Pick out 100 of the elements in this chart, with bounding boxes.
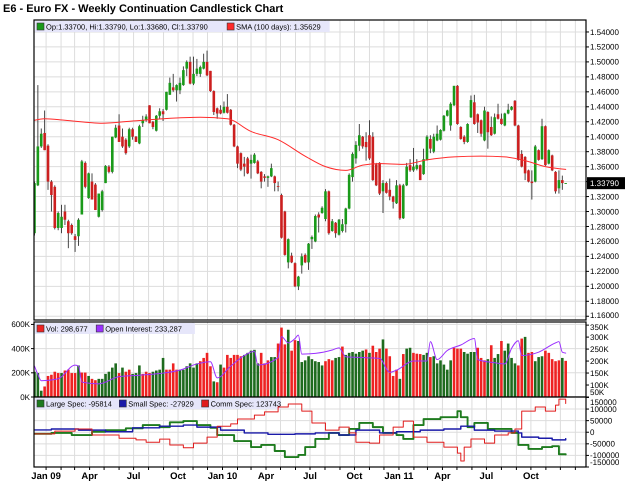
y2-tick-label: 150K [590, 368, 610, 378]
candlestick [175, 84, 178, 102]
candlestick [473, 94, 476, 126]
bar [128, 370, 131, 397]
candlestick [138, 124, 141, 145]
candlestick [460, 126, 462, 140]
candlestick [561, 175, 564, 190]
candlestick [70, 223, 73, 236]
candlestick [550, 154, 554, 172]
bar [196, 363, 198, 397]
bar [358, 352, 361, 397]
bar [558, 360, 560, 397]
candlestick [290, 252, 293, 264]
bar [273, 357, 276, 397]
bar [124, 372, 128, 397]
y-tick-label: 1.42000 [590, 118, 620, 127]
y2-tick-label: 350K [590, 322, 610, 332]
bar [138, 365, 141, 397]
candlestick [300, 252, 304, 274]
bar [266, 360, 270, 397]
bar [554, 361, 557, 397]
bar [70, 373, 73, 397]
bar [442, 364, 446, 397]
bar [219, 364, 222, 397]
y-tick-label: -100000 [590, 451, 620, 460]
bar [294, 340, 296, 397]
bar [432, 356, 436, 397]
y-tick-label: 1.28000 [590, 222, 620, 232]
x-tick-label: Oct [346, 471, 364, 482]
bar [338, 357, 340, 397]
candlestick [364, 132, 368, 162]
x-tick-label: Jan 11 [384, 471, 414, 482]
x-tick-label: Apr [258, 471, 274, 482]
x-tick-label: Apr [434, 471, 451, 482]
y-tick-label: 1.46000 [590, 88, 620, 97]
y-tick-label: 1.24000 [590, 252, 620, 262]
bar [198, 361, 202, 397]
bar [188, 363, 192, 397]
bar [232, 354, 236, 397]
candlestick [524, 156, 526, 181]
candlestick [558, 170, 560, 194]
candlestick [188, 56, 192, 85]
y-tick-label: 1.44000 [590, 102, 620, 112]
candlestick [466, 122, 469, 144]
bar [178, 370, 182, 397]
candlestick [222, 101, 226, 114]
candlestick [202, 53, 205, 70]
bar [361, 350, 364, 397]
candlestick [97, 193, 100, 218]
x-tick-label: Jul [126, 471, 140, 482]
y-tick-label: -50000 [590, 440, 616, 449]
bar [364, 349, 368, 397]
bar [74, 373, 76, 397]
bar [121, 368, 124, 397]
bar [286, 330, 290, 397]
bar [452, 348, 456, 397]
bar [260, 352, 262, 397]
x-tick-label: Jan 09 [31, 471, 61, 482]
y-tick-label: 1.20000 [590, 282, 620, 292]
bar [314, 361, 317, 397]
bar [500, 340, 503, 397]
candlestick [131, 127, 134, 140]
y-tick-label: 600K [11, 320, 31, 330]
y-tick-label: 1.36000 [590, 162, 620, 172]
x-tick-label: Jan 10 [208, 471, 238, 482]
bar [412, 352, 415, 397]
bar [439, 360, 442, 397]
bar [77, 365, 80, 397]
bar [270, 357, 273, 397]
bar [104, 374, 107, 397]
bar [152, 372, 154, 397]
bar [344, 354, 348, 397]
bar [466, 354, 469, 397]
y-tick-label: 1.16000 [590, 310, 620, 320]
bar [418, 354, 422, 397]
bar [304, 360, 306, 397]
bar [368, 352, 371, 397]
y-tick-label: 50000 [590, 416, 613, 426]
bar [564, 360, 567, 397]
bar [429, 357, 432, 397]
bar [90, 378, 94, 397]
bar [372, 346, 374, 397]
bar [470, 352, 472, 397]
bar [114, 363, 117, 397]
candlestick [250, 154, 252, 180]
bar [192, 368, 195, 397]
bar [310, 359, 314, 397]
bar [496, 354, 500, 397]
x-tick-label: Oct [522, 471, 540, 482]
bar [460, 348, 462, 397]
y-tick-label: 1.38000 [590, 147, 620, 156]
bar [540, 356, 544, 397]
text: 1.33790 [590, 178, 620, 188]
candlestick [338, 218, 340, 236]
line-series [34, 334, 566, 384]
bar [561, 358, 564, 397]
bar [84, 372, 87, 397]
x-tick-label: Jul [303, 471, 317, 482]
candlestick [162, 108, 164, 122]
bar [212, 381, 216, 397]
